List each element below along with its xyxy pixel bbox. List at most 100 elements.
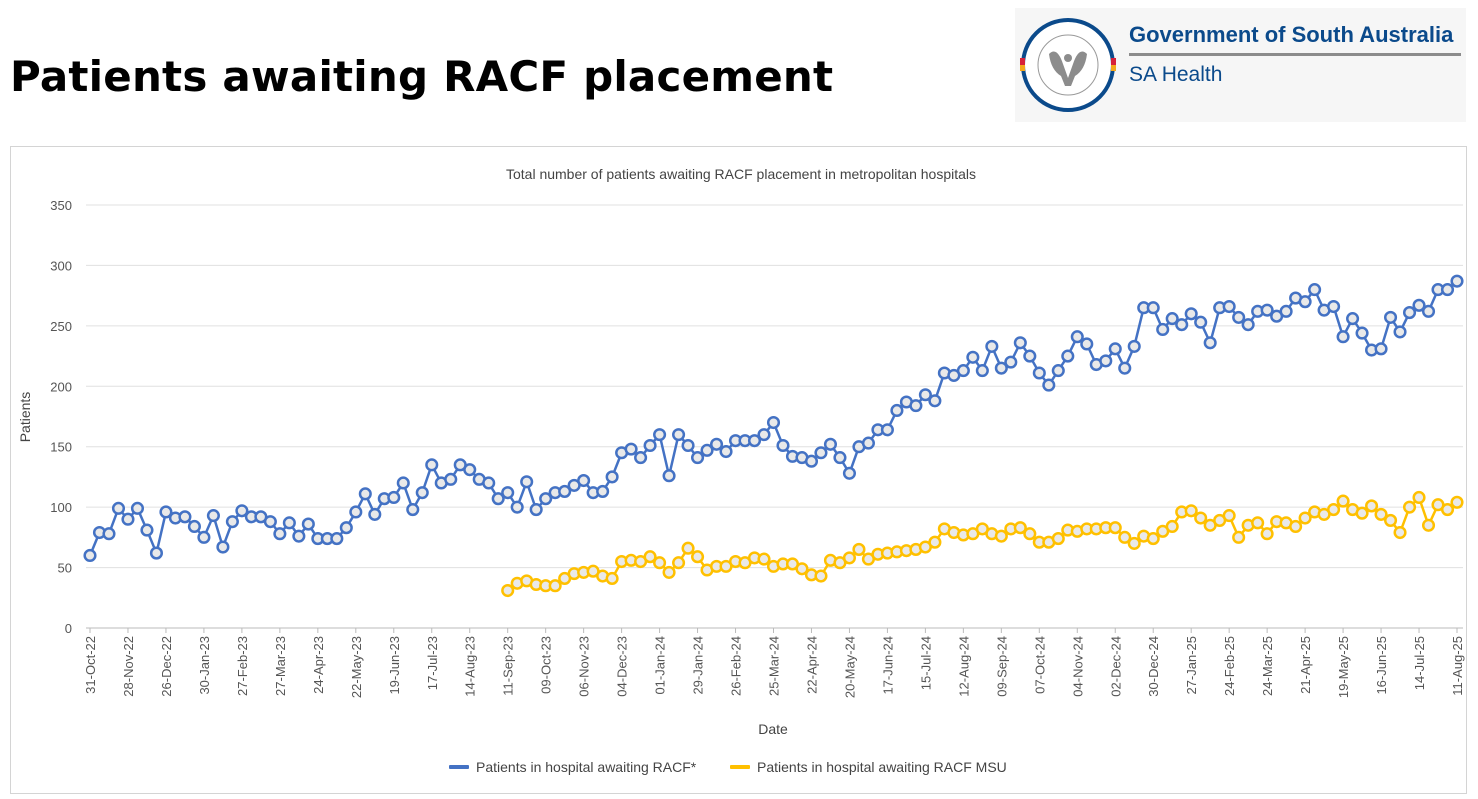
data-point[interactable] xyxy=(1327,503,1341,517)
data-point[interactable] xyxy=(292,529,306,543)
data-point[interactable] xyxy=(1365,499,1379,513)
data-point[interactable] xyxy=(757,428,771,442)
data-point[interactable] xyxy=(691,550,705,564)
data-point[interactable] xyxy=(1260,527,1274,541)
data-point[interactable] xyxy=(425,458,439,472)
data-point[interactable] xyxy=(1118,530,1132,544)
data-point[interactable] xyxy=(823,437,838,451)
data-point[interactable] xyxy=(975,364,989,378)
data-point[interactable] xyxy=(140,523,154,537)
data-point[interactable] xyxy=(1203,336,1217,350)
data-point[interactable] xyxy=(510,500,524,514)
data-point[interactable] xyxy=(1374,342,1388,356)
data-point[interactable] xyxy=(1042,378,1056,392)
data-point[interactable] xyxy=(520,475,534,489)
data-point[interactable] xyxy=(529,503,543,517)
data-point[interactable] xyxy=(197,530,211,544)
data-point[interactable] xyxy=(121,512,135,526)
data-point[interactable] xyxy=(577,474,591,488)
data-point[interactable] xyxy=(634,451,648,465)
data-point[interactable] xyxy=(1146,532,1160,546)
data-point[interactable] xyxy=(178,510,192,524)
data-point[interactable] xyxy=(301,517,315,531)
data-point[interactable] xyxy=(1298,295,1312,309)
data-point[interactable] xyxy=(1355,326,1369,340)
data-point[interactable] xyxy=(539,492,553,506)
data-point[interactable] xyxy=(1327,299,1341,314)
data-point[interactable] xyxy=(1165,312,1179,326)
data-point[interactable] xyxy=(861,436,875,450)
data-point[interactable] xyxy=(1346,312,1360,326)
data-point[interactable] xyxy=(1450,495,1464,509)
data-point[interactable] xyxy=(1251,516,1265,530)
data-point[interactable] xyxy=(1232,310,1246,324)
data-point[interactable] xyxy=(83,548,97,563)
data-point[interactable] xyxy=(415,486,429,500)
data-point[interactable] xyxy=(1450,274,1464,288)
data-point[interactable] xyxy=(757,552,771,566)
data-point[interactable] xyxy=(159,505,173,519)
data-point[interactable] xyxy=(672,428,686,442)
data-point[interactable] xyxy=(235,504,249,518)
data-point[interactable] xyxy=(1061,349,1075,363)
data-point[interactable] xyxy=(1241,318,1255,332)
data-point[interactable] xyxy=(396,476,410,490)
data-point[interactable] xyxy=(273,527,287,541)
data-point[interactable] xyxy=(956,364,970,378)
data-point[interactable] xyxy=(681,438,695,453)
data-point[interactable] xyxy=(102,527,116,541)
data-point[interactable] xyxy=(1023,349,1037,363)
data-point[interactable] xyxy=(1421,518,1436,532)
data-point[interactable] xyxy=(909,399,923,413)
data-point[interactable] xyxy=(1232,530,1246,544)
data-point[interactable] xyxy=(491,492,505,506)
data-point[interactable] xyxy=(1308,283,1322,297)
data-point[interactable] xyxy=(1070,330,1084,344)
data-point[interactable] xyxy=(1383,513,1398,527)
data-point[interactable] xyxy=(330,532,344,546)
data-point[interactable] xyxy=(406,503,420,517)
data-point[interactable] xyxy=(1165,519,1179,534)
data-point[interactable] xyxy=(1279,304,1293,318)
data-point[interactable] xyxy=(643,438,657,453)
data-point[interactable] xyxy=(672,556,686,570)
data-point[interactable] xyxy=(548,579,562,593)
data-point[interactable] xyxy=(624,442,638,456)
data-point[interactable] xyxy=(1013,521,1027,535)
data-point[interactable] xyxy=(463,463,477,477)
data-point[interactable] xyxy=(814,569,828,583)
data-point[interactable] xyxy=(852,542,866,556)
data-point[interactable] xyxy=(719,444,733,459)
data-point[interactable] xyxy=(1127,536,1141,550)
data-point[interactable] xyxy=(1013,336,1027,350)
data-point[interactable] xyxy=(1222,509,1236,523)
data-point[interactable] xyxy=(842,466,856,480)
data-point[interactable] xyxy=(994,529,1008,543)
data-point[interactable] xyxy=(833,451,847,465)
data-point[interactable] xyxy=(263,515,277,529)
data-point[interactable] xyxy=(681,541,695,555)
data-point[interactable] xyxy=(149,546,164,560)
data-point[interactable] xyxy=(130,501,145,515)
data-point[interactable] xyxy=(890,403,904,418)
data-point[interactable] xyxy=(1402,306,1417,320)
data-point[interactable] xyxy=(1184,504,1198,518)
legend-item-msu[interactable]: Patients in hospital awaiting RACF MSU xyxy=(730,759,1007,775)
data-point[interactable] xyxy=(596,484,610,498)
data-point[interactable] xyxy=(111,501,126,515)
data-point[interactable] xyxy=(225,515,239,529)
data-point[interactable] xyxy=(1393,325,1407,339)
data-point[interactable] xyxy=(216,540,230,554)
data-point[interactable] xyxy=(368,507,382,521)
data-point[interactable] xyxy=(1336,494,1350,508)
data-point[interactable] xyxy=(1175,318,1189,332)
data-point[interactable] xyxy=(985,339,999,353)
data-point[interactable] xyxy=(605,571,619,585)
data-point[interactable] xyxy=(1421,304,1436,318)
data-point[interactable] xyxy=(795,562,809,576)
data-point[interactable] xyxy=(662,565,676,579)
data-point[interactable] xyxy=(814,446,828,460)
data-point[interactable] xyxy=(282,516,296,530)
data-point[interactable] xyxy=(776,438,790,453)
data-point[interactable] xyxy=(1412,490,1426,505)
